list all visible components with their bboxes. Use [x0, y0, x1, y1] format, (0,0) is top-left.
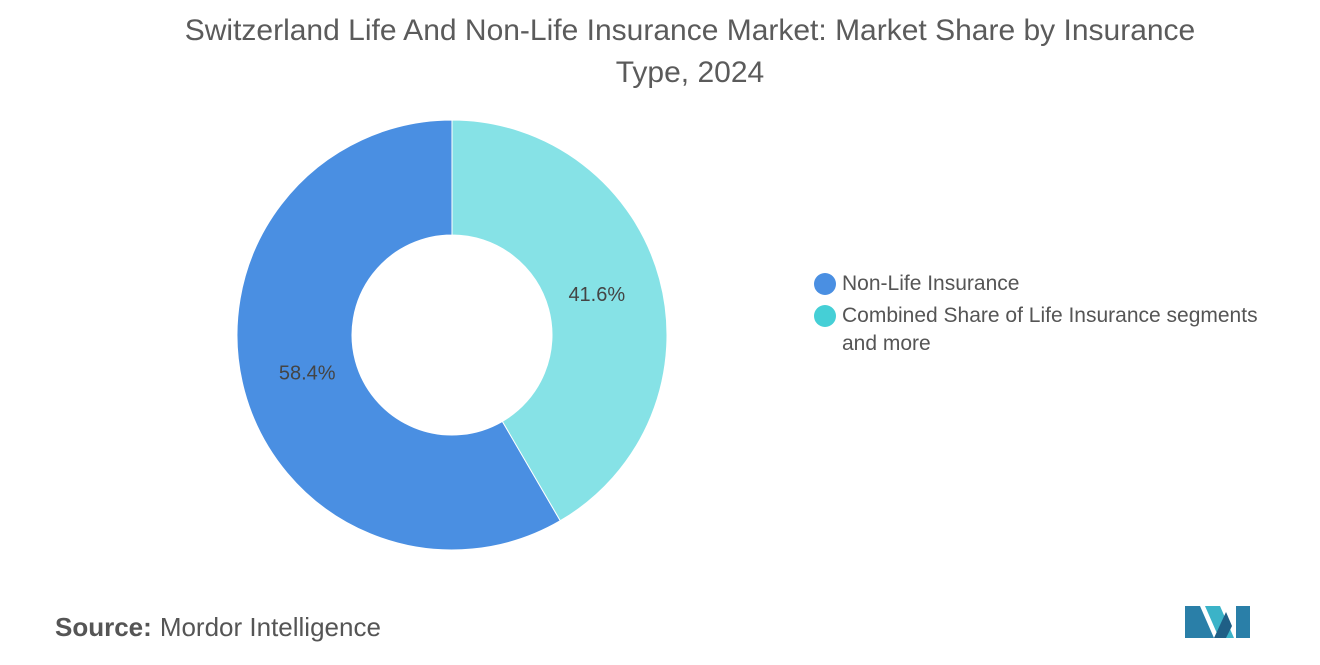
chart-title: Switzerland Life And Non-Life Insurance … [184, 14, 1196, 89]
source-label: Source: [55, 612, 152, 642]
logo [1185, 606, 1250, 638]
legend-item: Combined Share of Life Insurance segment… [814, 302, 1294, 358]
legend-marker [814, 273, 836, 295]
legend-marker [814, 305, 836, 327]
legend-item: Non-Life Insurance [814, 270, 1294, 298]
legend-label: Combined Share of Life Insurance segment… [842, 304, 1258, 355]
legend: Non-Life Insurance Combined Share of Life… [814, 270, 1294, 362]
legend-label: Non-Life Insurance [842, 272, 1020, 295]
value-label: 41.6% [568, 284, 625, 306]
slice [236, 119, 561, 551]
source: Source: Mordor Intelligence [55, 612, 381, 643]
value-label: 58.4% [279, 362, 336, 384]
source-text: Mordor Intelligence [159, 612, 381, 642]
slice [451, 119, 668, 522]
